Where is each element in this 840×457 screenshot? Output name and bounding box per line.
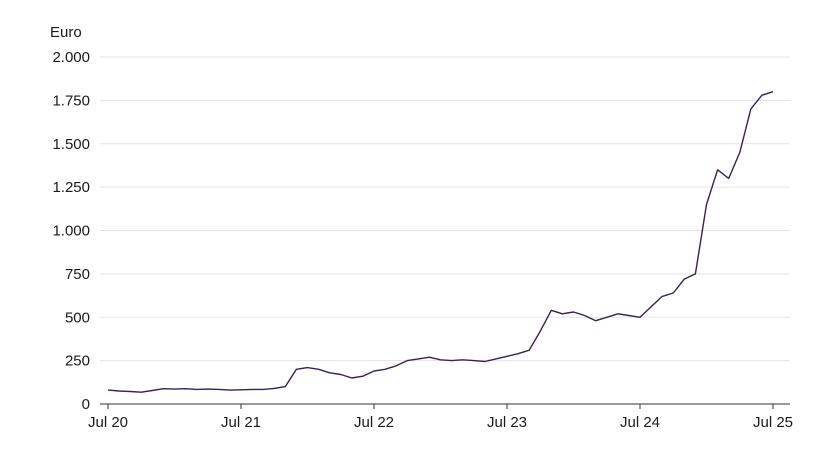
x-tick-label: Jul 24 <box>620 414 660 431</box>
x-tick-label: Jul 20 <box>88 414 128 431</box>
x-tick-label: Jul 21 <box>221 414 261 431</box>
y-tick-label: 1.500 <box>52 136 90 153</box>
x-tick-label: Jul 22 <box>354 414 394 431</box>
y-tick-label: 1.750 <box>52 92 90 109</box>
series-line <box>107 91 774 393</box>
x-tick-label: Jul 23 <box>487 414 527 431</box>
y-tick-label: 2.000 <box>52 49 90 66</box>
y-tick-label: 250 <box>65 353 90 370</box>
x-axis-ticks: Jul 20 Jul 21 Jul 22 Jul 23 Jul 24 Jul 25 <box>88 404 793 431</box>
x-tick-label: Jul 25 <box>753 414 793 431</box>
y-tick-label: 1.000 <box>52 223 90 240</box>
y-tick-label: 500 <box>65 309 90 326</box>
y-tick-label: 1.250 <box>52 179 90 196</box>
y-tick-label: 0 <box>82 396 90 413</box>
y-axis-ticks: 0 250 500 750 1.000 1.250 1.500 1.750 2.000 <box>52 49 90 413</box>
gridlines <box>100 56 790 362</box>
y-axis-title: Euro <box>50 24 82 41</box>
y-tick-label: 750 <box>65 266 90 283</box>
